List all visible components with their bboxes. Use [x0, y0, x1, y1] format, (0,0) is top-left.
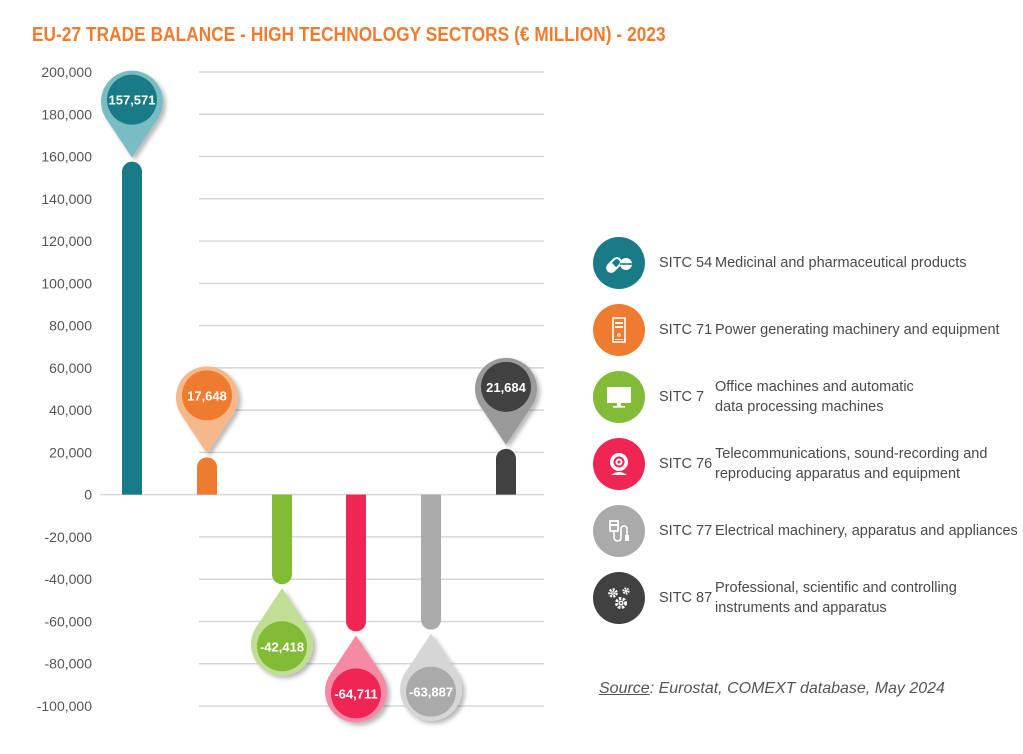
source-label: Source — [599, 680, 650, 697]
y-tick-label: 40,000 — [49, 402, 92, 418]
data-pin: 21,684 — [474, 357, 537, 445]
legend-description: Medicinal and pharmaceutical products — [715, 255, 967, 271]
legend-swatch — [593, 371, 645, 423]
data-label: 157,571 — [109, 93, 156, 108]
legend-item-sitc-77: SITC 77 Electrical machinery, apparatus … — [593, 505, 1023, 557]
bar-sitc-87 — [496, 448, 516, 495]
legend-code: SITC 54 — [659, 255, 713, 271]
legend-description: Office machines and automatic data proces… — [715, 379, 914, 415]
legend-description: Telecommunications, sound-recording and r… — [715, 446, 988, 482]
y-tick-label: 180,000 — [41, 106, 92, 122]
legend-description: Professional, scientific and controlling… — [715, 580, 957, 616]
monitor-icon — [607, 387, 631, 408]
bar-sitc-54 — [122, 161, 142, 495]
legend-description: Power generating machinery and equipment — [715, 322, 1000, 338]
legend-swatch — [593, 304, 645, 356]
legend: SITC 54 Medicinal and pharmaceutical pro… — [593, 237, 1023, 642]
bar-sitc-77 — [421, 494, 441, 630]
legend-swatch — [593, 505, 645, 557]
plug-cable-icon — [609, 520, 629, 542]
pin-core — [481, 361, 531, 412]
y-tick-label: 120,000 — [41, 233, 92, 249]
data-label: -64,711 — [334, 686, 377, 701]
pin-core — [406, 666, 456, 717]
legend-description: Electrical machinery, apparatus and appl… — [715, 523, 1018, 539]
legend-swatch — [593, 237, 645, 289]
gears-icon — [608, 587, 630, 609]
gridlines — [100, 71, 544, 707]
y-tick-label: -80,000 — [45, 656, 93, 672]
pin-core — [331, 668, 381, 719]
legend-code: SITC 7 — [659, 389, 705, 405]
pin-core — [257, 621, 307, 672]
legend-item-sitc-71: SITC 71 Power generating machinery and e… — [593, 304, 1023, 356]
data-pin: -42,418 — [251, 588, 314, 676]
computer-tower-icon — [612, 317, 626, 343]
legend-item-sitc-87: SITC 87 Professional, scientific and con… — [593, 572, 1023, 624]
chart-title: EU-27 TRADE BALANCE - HIGH TECHNOLOGY SE… — [32, 24, 666, 46]
y-tick-label: -20,000 — [45, 529, 93, 545]
source-note: Source: Eurostat, COMEXT database, May 2… — [599, 680, 945, 698]
legend-code: SITC 71 — [659, 322, 713, 338]
legend-swatch — [593, 438, 645, 490]
bar-sitc-7 — [272, 494, 292, 585]
data-pin: 17,648 — [176, 366, 238, 454]
y-tick-label: -40,000 — [45, 571, 93, 587]
data-pin: 157,571 — [101, 70, 163, 158]
data-pin: -64,711 — [324, 635, 387, 723]
webcam-icon — [610, 453, 628, 475]
pill-icon — [606, 257, 632, 273]
pin-core — [107, 74, 157, 125]
y-axis: 200,000 180,000 160,000 140,000 120,000 100,0… — [37, 64, 92, 714]
data-label: 17,648 — [187, 388, 227, 403]
y-tick-label: 20,000 — [49, 444, 92, 460]
y-tick-label: 60,000 — [49, 360, 92, 376]
bar-sitc-76 — [346, 494, 366, 632]
legend-swatch — [593, 572, 645, 624]
bars — [122, 161, 516, 632]
y-tick-label: 80,000 — [49, 318, 92, 334]
legend-item-sitc-7: SITC 7 Office machines and automatic data… — [593, 371, 1023, 423]
data-label: -42,418 — [260, 639, 304, 654]
data-label: -63,887 — [409, 685, 453, 700]
y-tick-label: 100,000 — [41, 275, 92, 291]
data-label: 21,684 — [486, 380, 527, 395]
y-tick-label: 160,000 — [41, 149, 92, 165]
pin-core — [182, 370, 232, 421]
data-labels: 157,571 17,648 -42,418 -64,711 -63,887 21,684 — [101, 70, 537, 723]
y-tick-label: -60,000 — [45, 613, 93, 629]
legend-item-sitc-54: SITC 54 Medicinal and pharmaceutical pro… — [593, 237, 1023, 289]
y-tick-label: 140,000 — [41, 191, 92, 207]
legend-code: SITC 77 — [659, 523, 713, 539]
y-tick-label: 0 — [84, 487, 92, 503]
chart: 200,000 180,000 160,000 140,000 120,000 100,0… — [37, 64, 544, 723]
data-pin: -63,887 — [400, 633, 462, 721]
legend-code: SITC 87 — [659, 590, 713, 606]
legend-code: SITC 76 — [659, 456, 713, 472]
bar-sitc-71 — [197, 457, 217, 495]
source-text: : Eurostat, COMEXT database, May 2024 — [649, 680, 945, 697]
legend-item-sitc-76: SITC 76 Telecommunications, sound-record… — [593, 438, 1023, 490]
y-tick-label: -100,000 — [37, 698, 92, 714]
y-tick-label: 200,000 — [41, 64, 92, 80]
